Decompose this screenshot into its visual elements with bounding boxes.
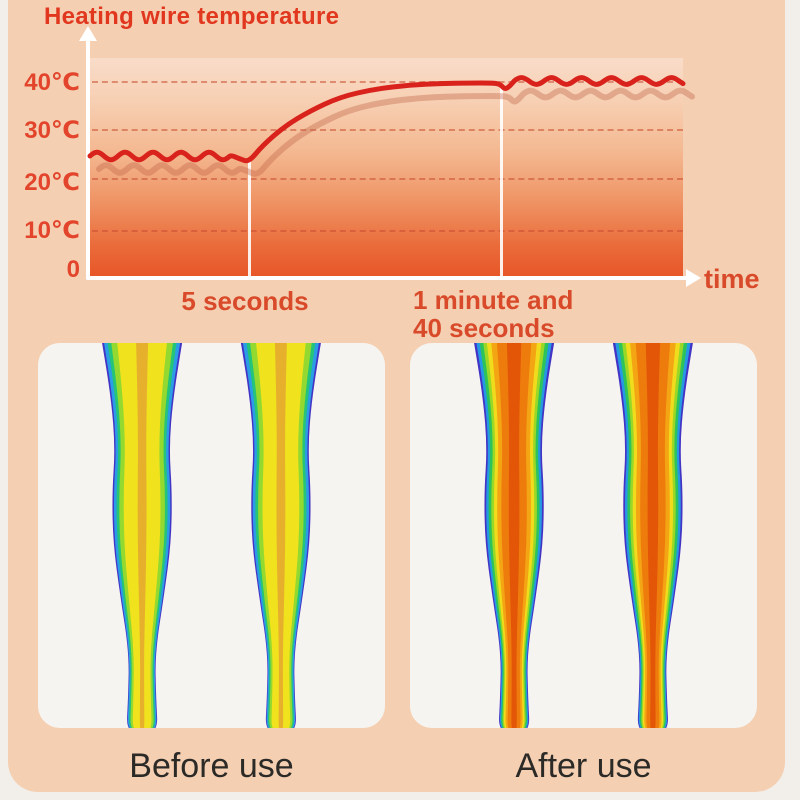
panel-label-after: After use <box>515 747 652 785</box>
reference-line-5s <box>248 161 251 277</box>
y-tick-label-40: 40℃ <box>24 69 80 96</box>
x-tick-label-100s-line1: 1 minute and <box>413 285 574 315</box>
x-axis-title: time <box>704 264 760 294</box>
y-tick-label-10: 10℃ <box>24 217 80 244</box>
x-tick-label-5s: 5 seconds <box>181 286 309 316</box>
y-axis-line <box>86 38 90 280</box>
gridline-30c <box>92 129 683 131</box>
thermal-legs-before <box>102 343 321 728</box>
thermal-panel-after <box>410 343 757 728</box>
x-axis-arrow-icon <box>686 269 701 287</box>
panel-label-before: Before use <box>129 747 294 785</box>
y-tick-label-0: 0 <box>66 256 80 283</box>
gridline-10c <box>92 230 683 232</box>
thermal-leg-band <box>136 343 149 728</box>
y-tick-label-20: 20℃ <box>24 169 80 196</box>
reference-line-100s <box>500 87 503 277</box>
thermal-panel-before <box>38 343 385 728</box>
y-tick-label-30: 30℃ <box>24 117 80 144</box>
gridline-40c <box>92 81 683 83</box>
thermal-legs-after <box>474 343 693 728</box>
thermal-leg-band <box>506 343 522 728</box>
chart-plot-area <box>90 58 683 278</box>
gridline-20c <box>92 178 683 180</box>
y-axis-arrow-icon <box>79 26 97 41</box>
thermal-leg-band <box>645 343 661 728</box>
chart-title: Heating wire temperature <box>44 3 340 30</box>
x-tick-label-100s: 1 minute and 40 seconds <box>413 286 573 342</box>
thermal-leg-band <box>274 343 287 728</box>
x-axis-line <box>86 276 688 280</box>
x-tick-label-100s-line2: 40 seconds <box>413 313 555 343</box>
